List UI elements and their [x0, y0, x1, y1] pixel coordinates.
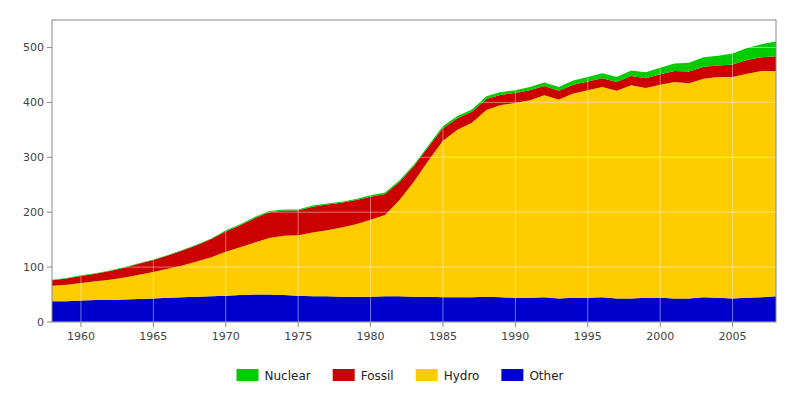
tick-label-x: 2000: [646, 330, 674, 343]
tick-x: [442, 322, 443, 327]
tick-label-x: 1985: [429, 330, 457, 343]
legend-swatch: [333, 369, 355, 381]
legend: Nuclear Fossil Hydro Other: [237, 369, 564, 383]
tick-label-x: 1970: [212, 330, 240, 343]
tick-label-x: 1990: [501, 330, 529, 343]
grid-line-y: [52, 102, 776, 103]
grid-line-x: [153, 20, 154, 322]
tick-label-y: 400: [23, 96, 44, 109]
tick-label-y: 500: [23, 41, 44, 54]
legend-item: Fossil: [333, 369, 394, 383]
grid-line-x: [515, 20, 516, 322]
tick-label-y: 300: [23, 151, 44, 164]
grid-line-y: [52, 47, 776, 48]
tick-label-y: 0: [37, 316, 44, 329]
tick-x: [660, 322, 661, 327]
chart-container: 0 100 200 300 400 500 1960 1965 1970 1975 1980 1985…: [0, 0, 800, 400]
tick-label-y: 200: [23, 206, 44, 219]
tick-y: [47, 102, 52, 103]
legend-label: Nuclear: [265, 369, 311, 383]
tick-y: [47, 212, 52, 213]
grid-line-x: [660, 20, 661, 322]
legend-item: Nuclear: [237, 369, 311, 383]
grid-line-x: [225, 20, 226, 322]
tick-x: [732, 322, 733, 327]
tick-y: [47, 47, 52, 48]
tick-y: [47, 267, 52, 268]
tick-label-x: 1995: [574, 330, 602, 343]
grid-line-x: [370, 20, 371, 322]
legend-swatch: [237, 369, 259, 381]
legend-label: Fossil: [361, 369, 394, 383]
legend-swatch: [501, 369, 523, 381]
grid: [52, 20, 776, 322]
areas: [52, 41, 776, 322]
tick-x: [515, 322, 516, 327]
legend-label: Other: [529, 369, 563, 383]
grid-line-y: [52, 157, 776, 158]
chart: 0 100 200 300 400 500 1960 1965 1970 1975 1980 1985…: [0, 0, 800, 400]
grid-line-x: [587, 20, 588, 322]
area-series: [52, 71, 776, 301]
area-series: [52, 41, 776, 280]
legend-item: Other: [501, 369, 563, 383]
legend-item: Hydro: [416, 369, 480, 383]
tick-label-x: 2005: [719, 330, 747, 343]
tick-label-x: 1980: [357, 330, 385, 343]
tick-label-y: 100: [23, 261, 44, 274]
grid-line-x: [298, 20, 299, 322]
tick-y: [47, 157, 52, 158]
grid-line-y: [52, 267, 776, 268]
axes: 0 100 200 300 400 500 1960 1965 1970 1975 1980 1985…: [23, 41, 747, 343]
tick-label-x: 1965: [139, 330, 167, 343]
area-series: [52, 295, 776, 322]
tick-label-x: 1975: [284, 330, 312, 343]
tick-x: [153, 322, 154, 327]
tick-label-x: 1960: [67, 330, 95, 343]
plot-frame: [52, 20, 776, 322]
tick-x: [370, 322, 371, 327]
area-series: [52, 56, 776, 286]
tick-y: [47, 322, 52, 323]
grid-line-x: [732, 20, 733, 322]
tick-x: [225, 322, 226, 327]
grid-line-y: [52, 212, 776, 213]
grid-line-x: [80, 20, 81, 322]
tick-x: [80, 322, 81, 327]
legend-swatch: [416, 369, 438, 381]
grid-line-x: [442, 20, 443, 322]
legend-label: Hydro: [444, 369, 480, 383]
tick-x: [587, 322, 588, 327]
tick-x: [298, 322, 299, 327]
